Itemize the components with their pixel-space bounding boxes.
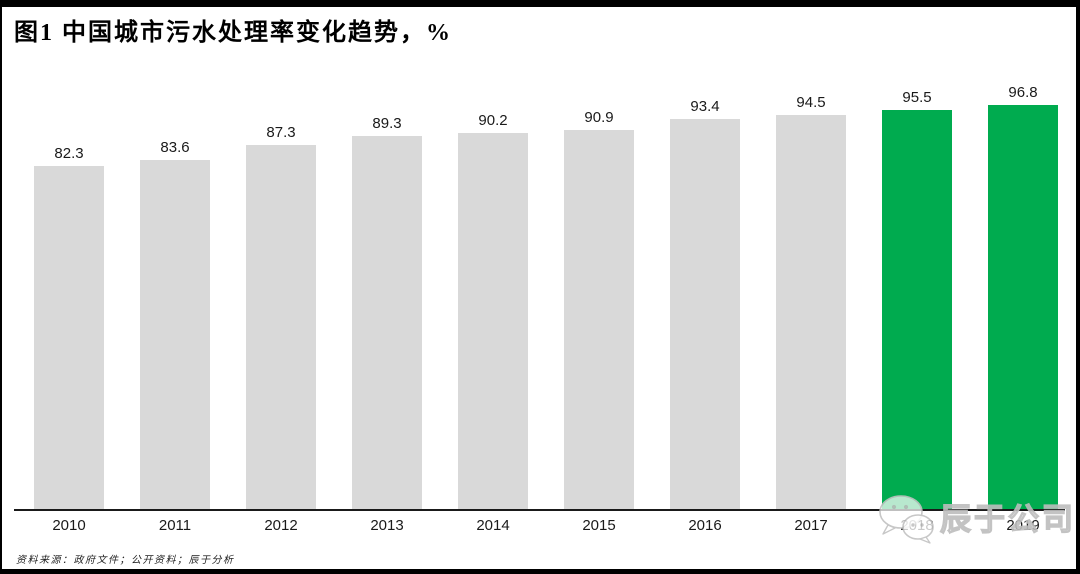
bar-value-label: 83.6 xyxy=(160,139,190,157)
bar-column: 90.2 xyxy=(458,80,528,510)
bar-chart-plot: 82.3 83.6 87.3 89.3 90.2 90.9 93.4 94.5 95.5 96.8 xyxy=(34,80,1058,510)
bar-value-label: 94.5 xyxy=(796,93,826,111)
x-axis-label: 2017 xyxy=(794,517,828,534)
bar xyxy=(34,165,104,510)
frame-left-border xyxy=(0,0,2,574)
x-axis-label: 2015 xyxy=(582,517,616,534)
bar xyxy=(246,144,316,510)
x-axis-label: 2019 xyxy=(1006,517,1040,534)
bar xyxy=(458,132,528,510)
bar-value-label: 82.3 xyxy=(54,144,84,162)
bar-value-label: 90.2 xyxy=(478,111,508,129)
bar xyxy=(140,160,210,510)
x-axis-label: 2016 xyxy=(688,517,722,534)
bar-column: 96.8 xyxy=(988,80,1058,510)
bar-column: 82.3 xyxy=(34,80,104,510)
bar-column: 90.9 xyxy=(564,80,634,510)
bar xyxy=(564,129,634,510)
x-axis-label: 2013 xyxy=(370,517,404,534)
x-axis-label: 2010 xyxy=(52,517,86,534)
bar-column: 94.5 xyxy=(776,80,846,510)
bar-value-label: 90.9 xyxy=(584,108,614,126)
bar-value-label: 96.8 xyxy=(1008,84,1038,101)
bar-column: 83.6 xyxy=(140,80,210,510)
watermark-text: 辰于公司 xyxy=(939,501,1076,537)
bar-value-label: 93.4 xyxy=(690,98,720,116)
bar xyxy=(882,110,952,510)
bar xyxy=(988,105,1058,510)
x-axis-line xyxy=(14,509,1065,511)
bar xyxy=(670,119,740,510)
bar-column: 89.3 xyxy=(352,80,422,510)
bar-value-label: 89.3 xyxy=(372,115,402,133)
x-axis-label: 2014 xyxy=(476,517,510,534)
chart-title: 图1 中国城市污水处理率变化趋势，% xyxy=(14,20,452,46)
frame-right-border xyxy=(1076,0,1080,574)
watermark: 辰于公司 xyxy=(876,494,1076,544)
source-note: 资料来源：政府文件；公开资料；辰于分析 xyxy=(16,555,235,566)
frame-top-border xyxy=(0,0,1080,7)
bar-column: 87.3 xyxy=(246,80,316,510)
wechat-bubbles-icon xyxy=(879,495,934,544)
x-axis-label: 2012 xyxy=(264,517,298,534)
frame-bottom-border xyxy=(0,569,1080,574)
bar-value-label: 95.5 xyxy=(902,89,932,107)
bar-column: 93.4 xyxy=(670,80,740,510)
bar xyxy=(776,114,846,510)
bar xyxy=(352,136,422,510)
x-axis-label: 2011 xyxy=(158,517,192,534)
bar-column: 95.5 xyxy=(882,80,952,510)
bar-value-label: 87.3 xyxy=(266,123,296,141)
